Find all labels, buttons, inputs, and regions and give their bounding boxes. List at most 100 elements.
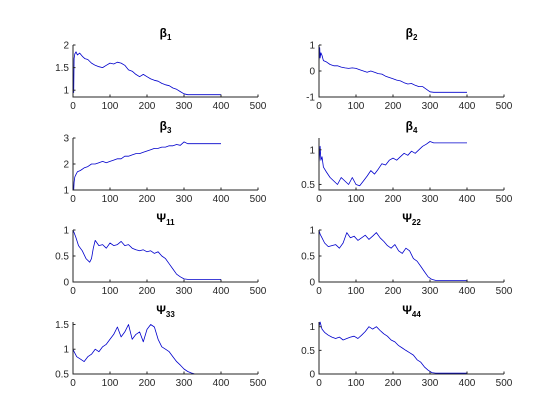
panel-2-x-tick-label: 400 bbox=[459, 101, 476, 112]
panel-6-x-tick-label: 0 bbox=[316, 286, 322, 297]
panel-5-y-tick-label: 1 bbox=[63, 226, 69, 237]
panel-5-x-tick-label: 200 bbox=[139, 286, 156, 297]
panel-8-x-tick-label: 0 bbox=[316, 378, 322, 389]
panel-4-x-tick-label: 300 bbox=[422, 194, 439, 205]
panel-6: 0 100 200 300 400 500 0 0.5 1 Ψ22 bbox=[301, 211, 513, 297]
panel-6-title-subscript: 22 bbox=[412, 218, 421, 227]
panel-8-x-tick-label: 400 bbox=[459, 378, 476, 389]
panel-8-x-tick-label: 500 bbox=[496, 378, 513, 389]
panel-1-x-tick-label: 300 bbox=[176, 101, 193, 112]
panel-3-x-tick-label: 200 bbox=[139, 194, 156, 205]
panel-4-x-tick-label: 0 bbox=[316, 194, 322, 205]
panel-3-title-subscript: 3 bbox=[167, 126, 172, 135]
panel-4-series-line bbox=[318, 141, 467, 187]
panel-6-series-line bbox=[318, 229, 467, 281]
panel-8-title: Ψ44 bbox=[402, 303, 421, 319]
panel-7-x-tick-label: 200 bbox=[139, 378, 156, 389]
panel-5-x-tick-label: 500 bbox=[250, 286, 267, 297]
panel-8-title-symbol: Ψ bbox=[402, 303, 412, 317]
panel-3-title: β3 bbox=[160, 119, 172, 135]
panel-2-title-subscript: 2 bbox=[413, 33, 418, 42]
panel-5-title-symbol: Ψ bbox=[156, 211, 166, 225]
panel-1-axes bbox=[72, 45, 258, 98]
panel-4: 0 100 200 300 400 500 0.5 1 β4 bbox=[301, 119, 513, 205]
panel-7-axes bbox=[72, 322, 258, 375]
panel-4-x-tick-label: 200 bbox=[385, 194, 402, 205]
panel-3-x-tick-label: 300 bbox=[176, 194, 193, 205]
panel-6-x-tick-label: 400 bbox=[459, 286, 476, 297]
panel-2-x-tick-label: 0 bbox=[316, 101, 322, 112]
panel-2-axes bbox=[318, 45, 504, 98]
panel-6-y-tick-label: 0.5 bbox=[301, 252, 315, 263]
panel-6-x-tick-label: 500 bbox=[496, 286, 513, 297]
panel-2-title-symbol: β bbox=[406, 26, 413, 40]
panel-5-x-tick-label: 100 bbox=[102, 286, 119, 297]
panel-2-x-tick-label: 500 bbox=[496, 101, 513, 112]
panel-6-title-symbol: Ψ bbox=[402, 211, 412, 225]
panel-5-axes bbox=[72, 230, 258, 283]
panel-5-title-subscript: 11 bbox=[166, 218, 175, 227]
panel-1-y-tick-label: 1.5 bbox=[55, 63, 69, 74]
panel-4-y-tick-label: 1 bbox=[309, 145, 315, 156]
panel-3-x-tick-label: 500 bbox=[250, 194, 267, 205]
panel-4-x-tick-label: 100 bbox=[348, 194, 365, 205]
panel-5-x-tick-label: 400 bbox=[213, 286, 230, 297]
panel-5: 0 100 200 300 400 500 0 0.5 1 Ψ11 bbox=[55, 211, 267, 297]
panel-5-x-tick-label: 0 bbox=[70, 286, 76, 297]
panel-8-x-tick-label: 300 bbox=[422, 378, 439, 389]
panel-8: 0 100 200 300 400 500 0 0.5 1 Ψ44 bbox=[301, 303, 513, 389]
panel-8-y-tick-label: 0.5 bbox=[301, 346, 315, 357]
panel-8-axes bbox=[318, 322, 504, 375]
panel-8-series-line bbox=[318, 321, 467, 374]
panel-3-x-tick-label: 100 bbox=[102, 194, 119, 205]
panel-7-y-tick-label: 1.5 bbox=[55, 320, 69, 331]
panel-4-title-subscript: 4 bbox=[413, 126, 418, 135]
panel-1-x-tick-label: 0 bbox=[70, 101, 76, 112]
panel-4-x-tick-label: 500 bbox=[496, 194, 513, 205]
panel-7: 0 100 200 300 400 500 0.5 1 1.5 Ψ33 bbox=[55, 303, 267, 389]
panel-6-axes bbox=[318, 230, 504, 283]
panel-7-y-tick-label: 0.5 bbox=[55, 370, 69, 381]
panel-7-y-tick-label: 1 bbox=[63, 345, 69, 356]
panel-6-y-tick-label: 0 bbox=[309, 278, 315, 289]
panel-8-title-subscript: 44 bbox=[412, 310, 421, 319]
panel-4-x-tick-label: 400 bbox=[459, 194, 476, 205]
panel-5-x-tick-label: 300 bbox=[176, 286, 193, 297]
panel-2-x-tick-label: 100 bbox=[348, 101, 365, 112]
panel-4-title: β4 bbox=[406, 119, 418, 135]
panel-8-x-tick-label: 200 bbox=[385, 378, 402, 389]
panel-1-title: β1 bbox=[160, 26, 172, 42]
panel-3-title-symbol: β bbox=[160, 119, 167, 133]
panel-7-series-line bbox=[72, 324, 221, 375]
panel-3-axes bbox=[72, 138, 258, 191]
panel-3-x-tick-label: 0 bbox=[70, 194, 76, 205]
panel-6-x-tick-label: 200 bbox=[385, 286, 402, 297]
panel-3-y-tick-label: 3 bbox=[63, 134, 69, 145]
panel-5-y-tick-label: 0.5 bbox=[55, 252, 69, 263]
panel-2-title: β2 bbox=[406, 26, 418, 42]
panel-7-title-symbol: Ψ bbox=[156, 303, 166, 317]
panel-7-x-tick-label: 500 bbox=[250, 378, 267, 389]
panel-1-x-tick-label: 400 bbox=[213, 101, 230, 112]
panel-2-x-tick-label: 200 bbox=[385, 101, 402, 112]
panel-1-title-subscript: 1 bbox=[167, 33, 172, 42]
panel-1-y-tick-label: 1 bbox=[63, 86, 69, 97]
panel-2-y-tick-label: -1 bbox=[306, 93, 315, 104]
panel-7-x-tick-label: 0 bbox=[70, 378, 76, 389]
panel-3-y-tick-label: 1 bbox=[63, 186, 69, 197]
panel-1-y-tick-label: 2 bbox=[63, 41, 69, 52]
panel-3-series-line bbox=[72, 141, 221, 191]
panel-8-y-tick-label: 1 bbox=[309, 322, 315, 333]
panel-2-series-line bbox=[318, 47, 467, 93]
panel-1-title-symbol: β bbox=[160, 26, 167, 40]
panel-5-y-tick-label: 0 bbox=[63, 278, 69, 289]
panel-6-x-tick-label: 300 bbox=[422, 286, 439, 297]
panel-8-x-tick-label: 100 bbox=[348, 378, 365, 389]
panel-1-series-line bbox=[72, 51, 221, 96]
panel-6-x-tick-label: 100 bbox=[348, 286, 365, 297]
panel-8-y-tick-label: 0 bbox=[309, 370, 315, 381]
